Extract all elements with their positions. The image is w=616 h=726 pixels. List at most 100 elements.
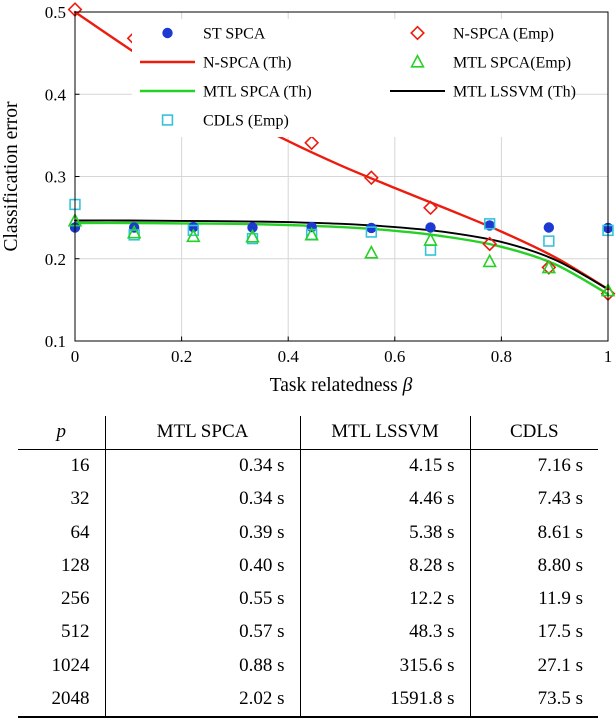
time-value: 0.88 s [105,649,301,683]
time-value: 0.57 s [105,616,301,650]
table-row: 512 0.57 s 48.3 s 17.5 s [18,616,598,650]
time-value: 17.5 s [537,621,583,643]
plot-svg: Classification error Task relatedness β … [1,2,616,396]
data-point-triangle-open [245,228,260,243]
data-point-triangle-open [364,244,379,259]
legend-label: CDLS (Emp) [203,113,289,130]
x-tick-label: 0.2 [171,347,192,366]
p-value: 512 [18,616,106,650]
y-tick-label: 0.4 [45,85,67,104]
time-value: 0.55 s [105,583,301,617]
y-tick-label: 0.1 [45,332,66,351]
x-tick-label: 0.8 [491,347,512,366]
time-value: 0.40 s [105,549,301,584]
data-point-triangle-open [423,232,438,246]
data-point-square-open [543,235,555,247]
time-value: 48.3 s [300,616,471,650]
time-value: 8.80 s [537,554,583,576]
classification-error-chart: Classification error Task relatedness β … [1,2,616,396]
table-row: 2048 2.02 s 1591.8 s 73.5 s [18,682,598,718]
series-line-6 [74,219,609,291]
table-row: 256 0.55 s 12.2 s 11.9 s [18,583,598,617]
data-point-square-open [483,218,496,230]
time-value: 73.5 s [470,682,598,718]
data-point-triangle-open [186,228,201,243]
p-value: 32 [18,483,106,517]
data-point-square-open [365,226,378,238]
time-value: 0.39 s [105,516,301,550]
table-header-row: p MTL SPCA MTL LSSVM CDLS [18,416,598,451]
x-tick-label: 0 [71,347,80,366]
y-axis-label: Classification error [1,101,22,251]
time-value: 0.34 s [105,449,301,484]
legend-sample-marker [410,53,425,68]
data-point-triangle-open [482,253,497,268]
data-point-diamond-open [304,135,320,151]
legend-sample-marker [162,27,173,39]
time-value: 2.02 s [105,682,301,718]
legend-sample-marker [161,114,174,126]
col-header-mtl-lssvm: MTL LSSVM [300,416,471,451]
time-value: 1591.8 s [300,682,471,718]
time-value: 7.16 s [537,455,583,477]
time-value: 8.28 s [300,549,471,584]
legend-label: ST SPCA [203,26,266,43]
time-value: 315.6 s [300,649,471,683]
legend-background [132,19,572,137]
data-point-diamond-open [423,200,438,216]
col-header-cdls: CDLS [470,416,598,451]
p-value: 1024 [18,649,106,683]
time-value: 4.46 s [300,483,471,517]
x-axis-label-symbol: β [402,375,413,396]
y-tick-label: 0.5 [45,3,66,22]
data-point-triangle-open [541,259,557,274]
y-tick-label: 0.2 [45,250,66,269]
data-point-square-open [424,244,437,256]
data-point-diamond-open [482,236,498,252]
table-row: 1024 0.88 s 315.6 s 27.1 s [18,649,598,683]
col-header-mtl-spca: MTL SPCA [105,416,301,451]
table-row: 32 0.34 s 4.46 s 7.43 s [18,483,598,517]
legend-sample-marker [410,25,425,41]
legend-label: MTL SPCA(Emp) [453,55,571,72]
data-point-circle-filled [543,222,555,233]
col-header-p: p [18,416,106,451]
legend-label: N-SPCA (Emp) [453,26,554,43]
time-value: 12.2 s [300,583,471,617]
legend-label: MTL SPCA (Th) [203,84,312,101]
time-value: 8.61 s [537,521,583,543]
p-value: 64 [18,516,106,550]
time-value: 0.34 s [105,483,301,517]
time-value: 27.1 s [537,654,583,676]
x-tick-label: 0.6 [384,347,405,366]
timing-table: p MTL SPCA MTL LSSVM CDLS 16 0.34 s 4.15 s 7.1… [18,416,598,718]
data-point-circle-filled [425,222,436,233]
table-row: 16 0.34 s 4.15 s 7.16 s [18,449,598,484]
time-value: 4.15 s [300,449,471,484]
x-tick-label: 0.4 [278,347,300,366]
time-value: 7.43 s [537,488,583,510]
legend-label: MTL LSSVM (Th) [453,84,576,101]
table-row: 128 0.40 s 8.28 s 8.80 s [18,549,598,584]
y-tick-label: 0.3 [45,168,66,187]
table-row: 64 0.39 s 5.38 s 8.61 s [18,516,598,550]
data-point-circle-filled [247,222,258,233]
time-value: 11.9 s [538,588,583,610]
series-line-2 [73,221,610,296]
data-point-triangle-open [304,226,319,241]
time-value: 5.38 s [300,516,471,550]
x-axis-label: Task relatedness β [270,375,413,396]
p-value: 256 [18,583,106,617]
data-point-diamond-open [363,170,379,186]
x-tick-label: 1 [604,347,613,366]
p-value: 128 [18,549,106,584]
p-value: 16 [18,449,106,484]
p-value: 2048 [18,682,106,718]
data-point-square-open [187,224,200,237]
data-point-triangle-open [126,224,142,239]
x-axis-label-text: Task relatedness [270,375,403,396]
data-point-circle-filled [188,221,199,233]
data-point-diamond-open [541,259,557,275]
legend-label: N-SPCA (Th) [203,55,291,72]
